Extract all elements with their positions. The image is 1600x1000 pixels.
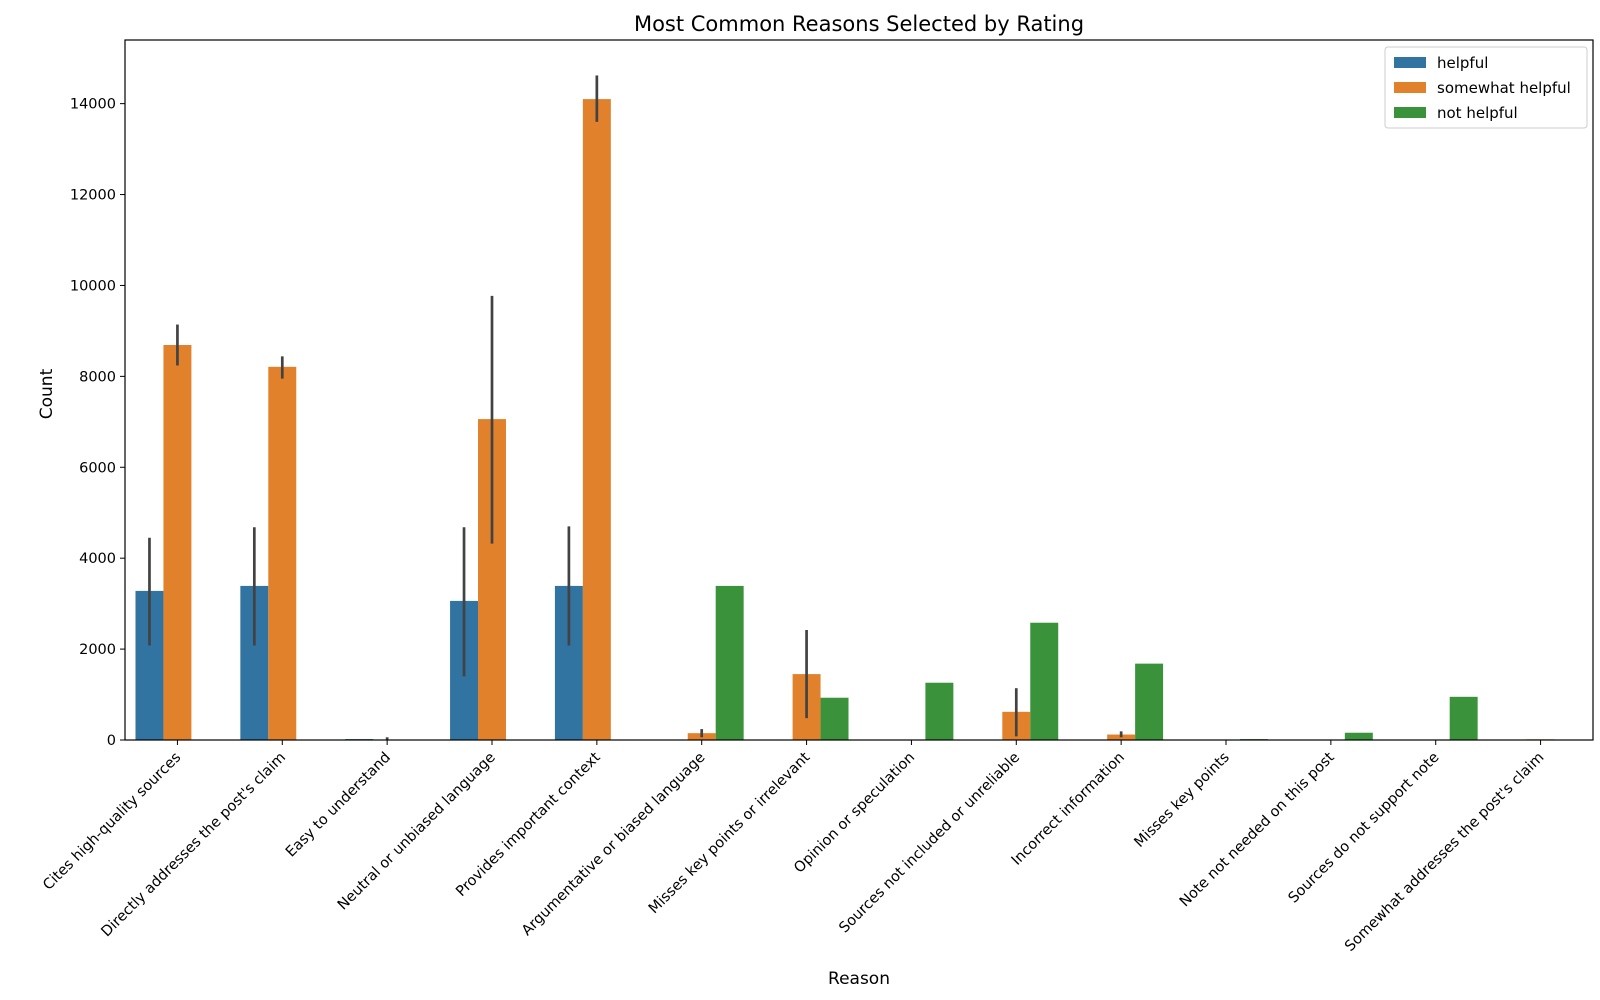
bar: [715, 585, 744, 740]
bar: [820, 697, 849, 740]
x-tick-label: Somewhat addresses the post's claim: [1342, 750, 1547, 955]
legend: helpful somewhat helpful not helpful: [1384, 46, 1588, 129]
bar: [1135, 663, 1164, 740]
bar: [582, 99, 611, 740]
y-tick-label: 4000: [79, 551, 116, 567]
bar: [1449, 696, 1478, 740]
legend-swatch: [1394, 57, 1426, 68]
y-axis-label: Count: [37, 368, 57, 419]
chart-title: Most Common Reasons Selected by Rating: [634, 12, 1084, 36]
legend-swatch: [1394, 107, 1426, 118]
legend-label: helpful: [1437, 54, 1488, 72]
bar: [1030, 622, 1059, 740]
x-tick-label: Argumentative or biased language: [519, 749, 709, 939]
x-axis-label: Reason: [828, 969, 890, 989]
y-axis: 0 2000 4000 6000 8000 10000 12000 14000: [70, 97, 125, 749]
y-tick-label: 14000: [70, 97, 116, 113]
y-tick-label: 6000: [79, 460, 116, 476]
y-tick-label: 2000: [79, 642, 116, 658]
legend-label: not helpful: [1437, 104, 1518, 122]
y-tick-label: 8000: [79, 369, 116, 385]
legend-swatch: [1394, 82, 1426, 93]
x-tick-label: Misses key points: [1132, 750, 1233, 851]
y-tick-label: 0: [107, 733, 116, 749]
legend-box: [1384, 46, 1588, 129]
x-tick-label: Opinion or speculation: [791, 750, 918, 877]
bar: [925, 682, 954, 740]
y-tick-label: 12000: [70, 188, 116, 204]
x-tick-label: Sources not included or unreliable: [836, 749, 1023, 936]
x-tick-label: Directly addresses the post's claim: [98, 750, 289, 941]
x-tick-label: Incorrect information: [1009, 750, 1128, 869]
bar: [1344, 732, 1373, 740]
bar: [163, 345, 192, 740]
legend-label: somewhat helpful: [1437, 79, 1571, 97]
y-tick-label: 10000: [70, 278, 116, 294]
x-tick-label: Easy to understand: [283, 750, 394, 861]
plot-content: [135, 75, 1555, 741]
bar: [268, 366, 297, 740]
plot-area: [124, 39, 1594, 741]
